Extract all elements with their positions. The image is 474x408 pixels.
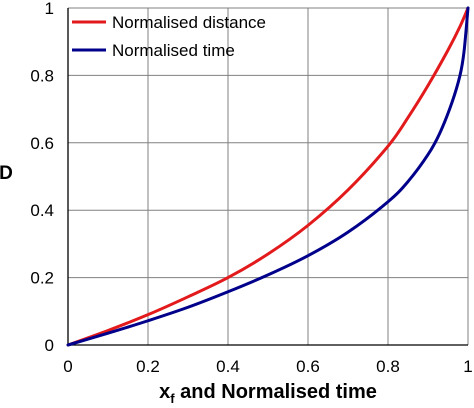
axes [67,8,468,346]
x-tick-label: 0.4 [216,357,240,376]
series-line-normalised-distance [66,6,470,347]
x-axis-label-rest: and Normalised time [175,381,377,403]
x-tick-label: 0.6 [296,357,320,376]
tick-labels: 0 0.2 0.4 0.6 0.8 1 0 0.2 0.4 0.6 0.8 1 [30,0,472,376]
y-tick-label: 0.8 [30,66,54,85]
legend-label-normalised-distance: Normalised distance [112,13,266,32]
legend-label-normalised-time: Normalised time [112,41,235,60]
x-axis-label: xf and Normalised time [159,381,377,406]
y-tick-label: 0.6 [30,134,54,153]
x-tick-label: 0.2 [136,357,160,376]
x-tick-label: 0 [63,357,72,376]
y-axis-label: D [0,163,13,184]
legend: Normalised distance Normalised time [72,13,266,60]
y-tick-label: 0.4 [30,201,54,220]
y-tick-label: 0.2 [30,269,54,288]
x-tick-label: 0.8 [376,357,400,376]
x-axis-label-main: x [159,381,170,403]
y-tick-label: 1 [45,0,54,18]
series [66,6,470,347]
y-tick-label: 0 [45,336,54,355]
series-line-normalised-time [66,6,470,347]
x-tick-label: 1 [463,357,472,376]
x-axis-label-subscript: f [170,391,175,406]
